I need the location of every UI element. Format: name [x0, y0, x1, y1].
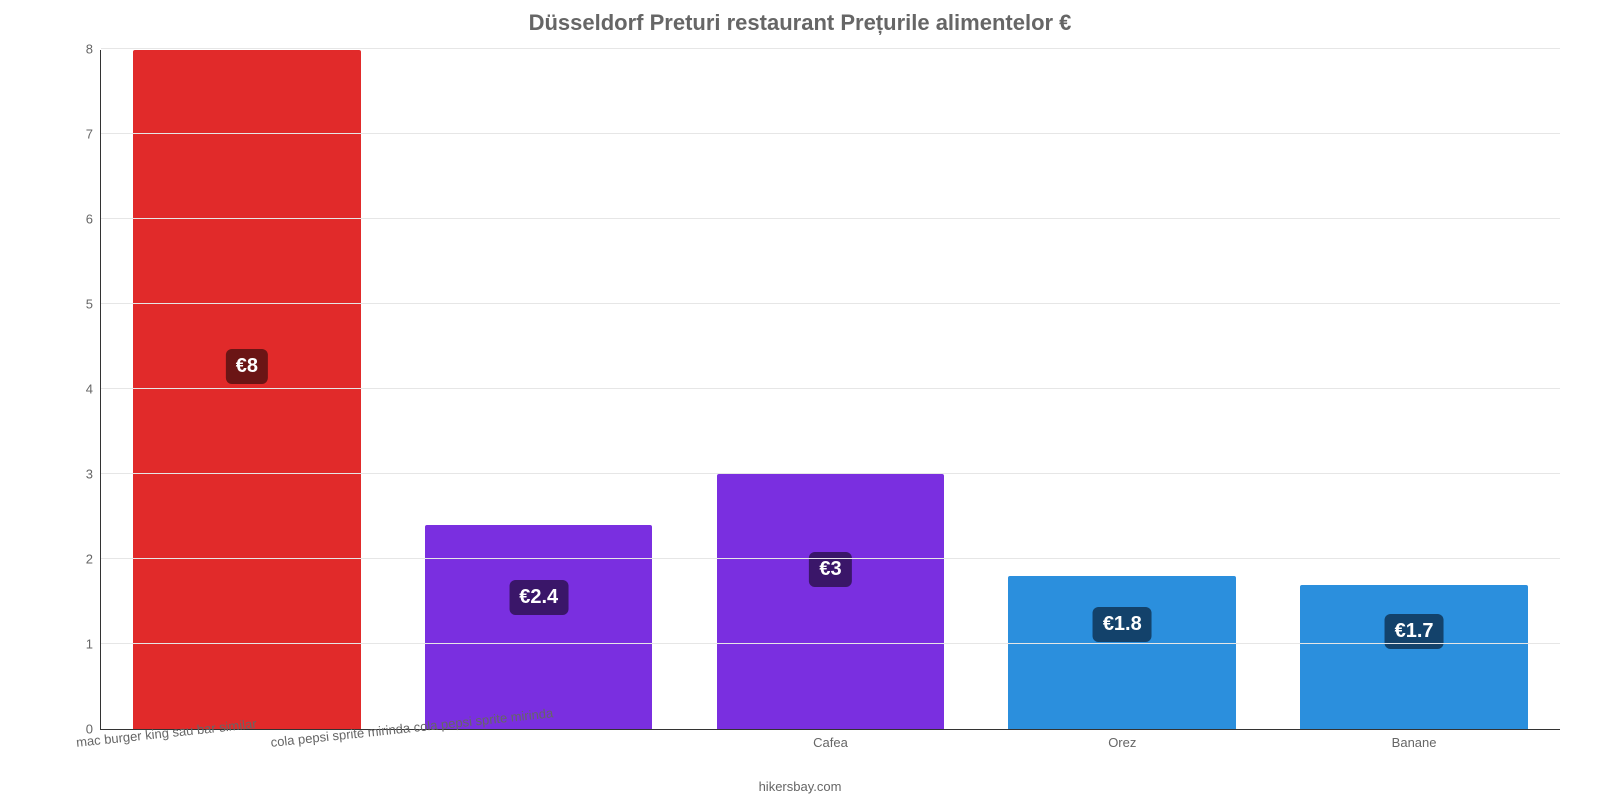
value-badge: €2.4	[509, 580, 568, 615]
xtick-label: Cafea	[813, 729, 848, 750]
gridline	[101, 133, 1560, 134]
gridline	[101, 48, 1560, 49]
gridline	[101, 388, 1560, 389]
ytick-label: 6	[86, 212, 101, 227]
xtick-label: Banane	[1392, 729, 1437, 750]
xtick-label: Orez	[1108, 729, 1136, 750]
value-badge: €1.8	[1093, 607, 1152, 642]
ytick-label: 0	[86, 722, 101, 737]
chart-title: Düsseldorf Preturi restaurant Prețurile …	[0, 0, 1600, 36]
bar-slot: €2.4cola pepsi sprite mirinda cola pepsi…	[393, 50, 685, 729]
ytick-label: 2	[86, 552, 101, 567]
gridline	[101, 303, 1560, 304]
attribution: hikersbay.com	[0, 779, 1600, 794]
gridline	[101, 643, 1560, 644]
ytick-label: 4	[86, 382, 101, 397]
bar	[1008, 576, 1236, 729]
ytick-label: 5	[86, 297, 101, 312]
ytick-label: 7	[86, 127, 101, 142]
ytick-label: 8	[86, 42, 101, 57]
plot-area: €8mac burger king sau bar similar€2.4col…	[100, 50, 1560, 730]
bar	[717, 474, 945, 729]
gridline	[101, 473, 1560, 474]
ytick-label: 1	[86, 637, 101, 652]
bar-slot: €1.7Banane	[1268, 50, 1560, 729]
bar	[425, 525, 653, 729]
bar-slot: €3Cafea	[685, 50, 977, 729]
bar	[1300, 585, 1528, 729]
bar-slot: €1.8Orez	[976, 50, 1268, 729]
bars-container: €8mac burger king sau bar similar€2.4col…	[101, 50, 1560, 729]
value-badge: €8	[226, 349, 268, 384]
bar-slot: €8mac burger king sau bar similar	[101, 50, 393, 729]
bar	[133, 50, 361, 729]
gridline	[101, 218, 1560, 219]
ytick-label: 3	[86, 467, 101, 482]
gridline	[101, 558, 1560, 559]
